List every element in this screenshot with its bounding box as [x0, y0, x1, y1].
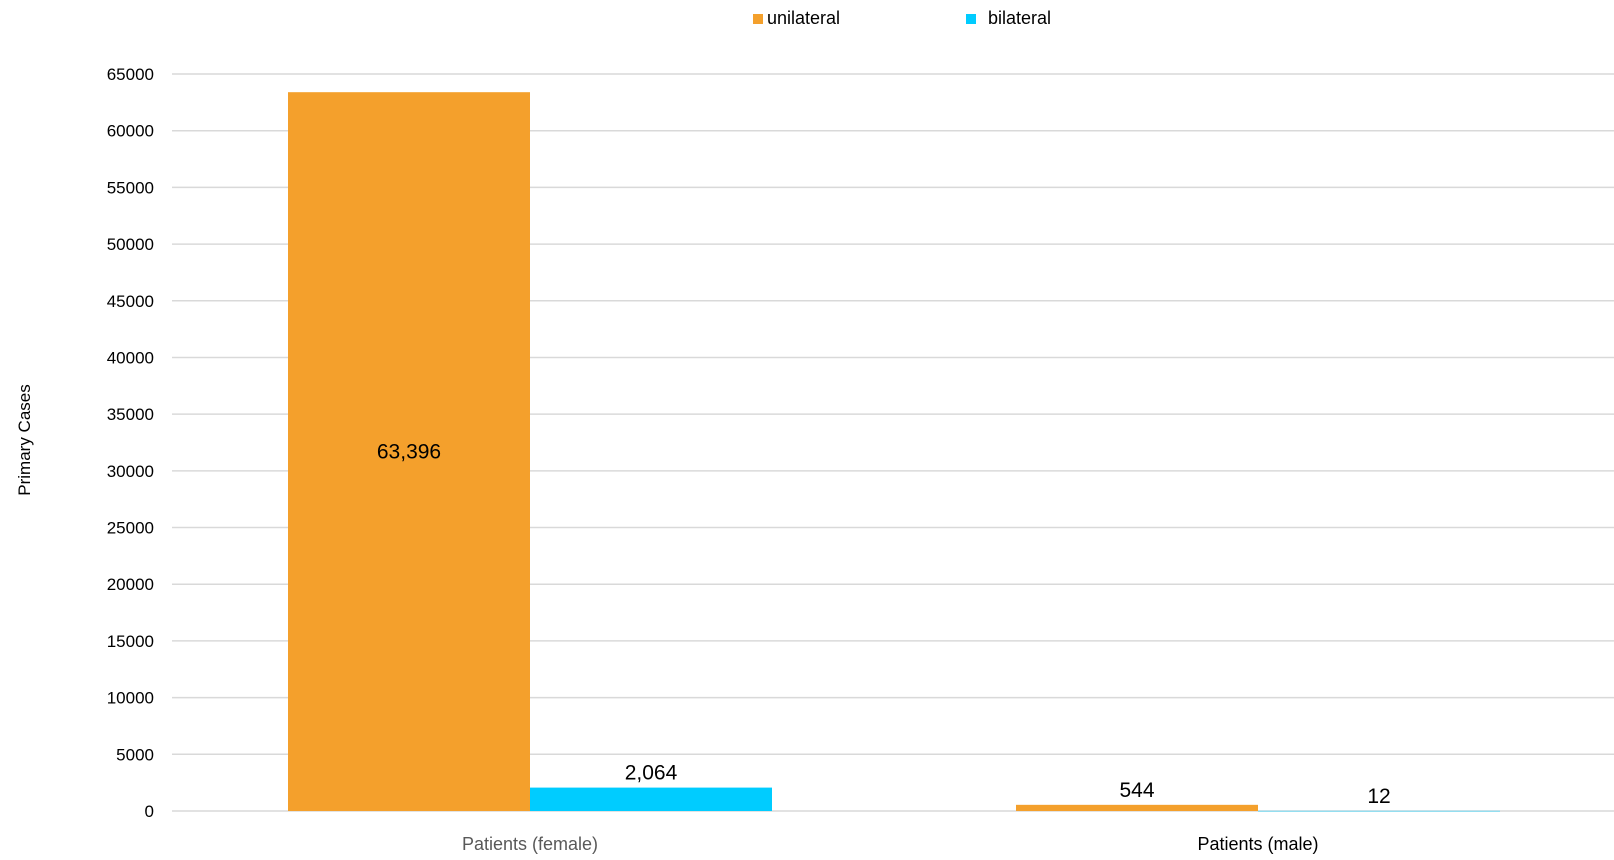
- x-tick-label: Patients (male): [1197, 834, 1318, 854]
- data-label: 544: [1119, 779, 1154, 802]
- data-label: 2,064: [625, 762, 678, 785]
- legend: unilateral bilateral: [0, 4, 1614, 34]
- legend-label-bilateral: bilateral: [988, 8, 1052, 28]
- y-tick-label: 40000: [107, 348, 154, 367]
- y-tick-label: 0: [145, 802, 154, 821]
- y-tick-label: 55000: [107, 178, 154, 197]
- y-tick-label: 20000: [107, 575, 154, 594]
- y-tick-label: 35000: [107, 405, 154, 424]
- y-tick-label: 15000: [107, 632, 154, 651]
- data-label: 63,396: [377, 441, 441, 464]
- x-tick-label: Patients (female): [462, 834, 598, 854]
- bar: [530, 787, 772, 811]
- y-tick-label: 60000: [107, 122, 154, 141]
- bar: [1258, 810, 1500, 812]
- y-tick-label: 50000: [107, 235, 154, 254]
- bar: [288, 92, 530, 811]
- y-tick-label: 45000: [107, 292, 154, 311]
- y-tick-label: 65000: [107, 65, 154, 84]
- legend-item-bilateral: bilateral: [966, 8, 1051, 29]
- y-tick-label: 25000: [107, 519, 154, 538]
- y-tick-label: 5000: [116, 745, 154, 764]
- bar: [1016, 804, 1258, 811]
- legend-swatch-bilateral: [966, 13, 976, 24]
- legend-swatch-unilateral: [753, 13, 763, 24]
- data-label: 12: [1367, 785, 1390, 808]
- legend-label-unilateral: unilateral: [767, 8, 841, 28]
- y-tick-label: 10000: [107, 689, 154, 708]
- legend-item-unilateral: unilateral: [753, 8, 840, 29]
- y-tick-label: 30000: [107, 462, 154, 481]
